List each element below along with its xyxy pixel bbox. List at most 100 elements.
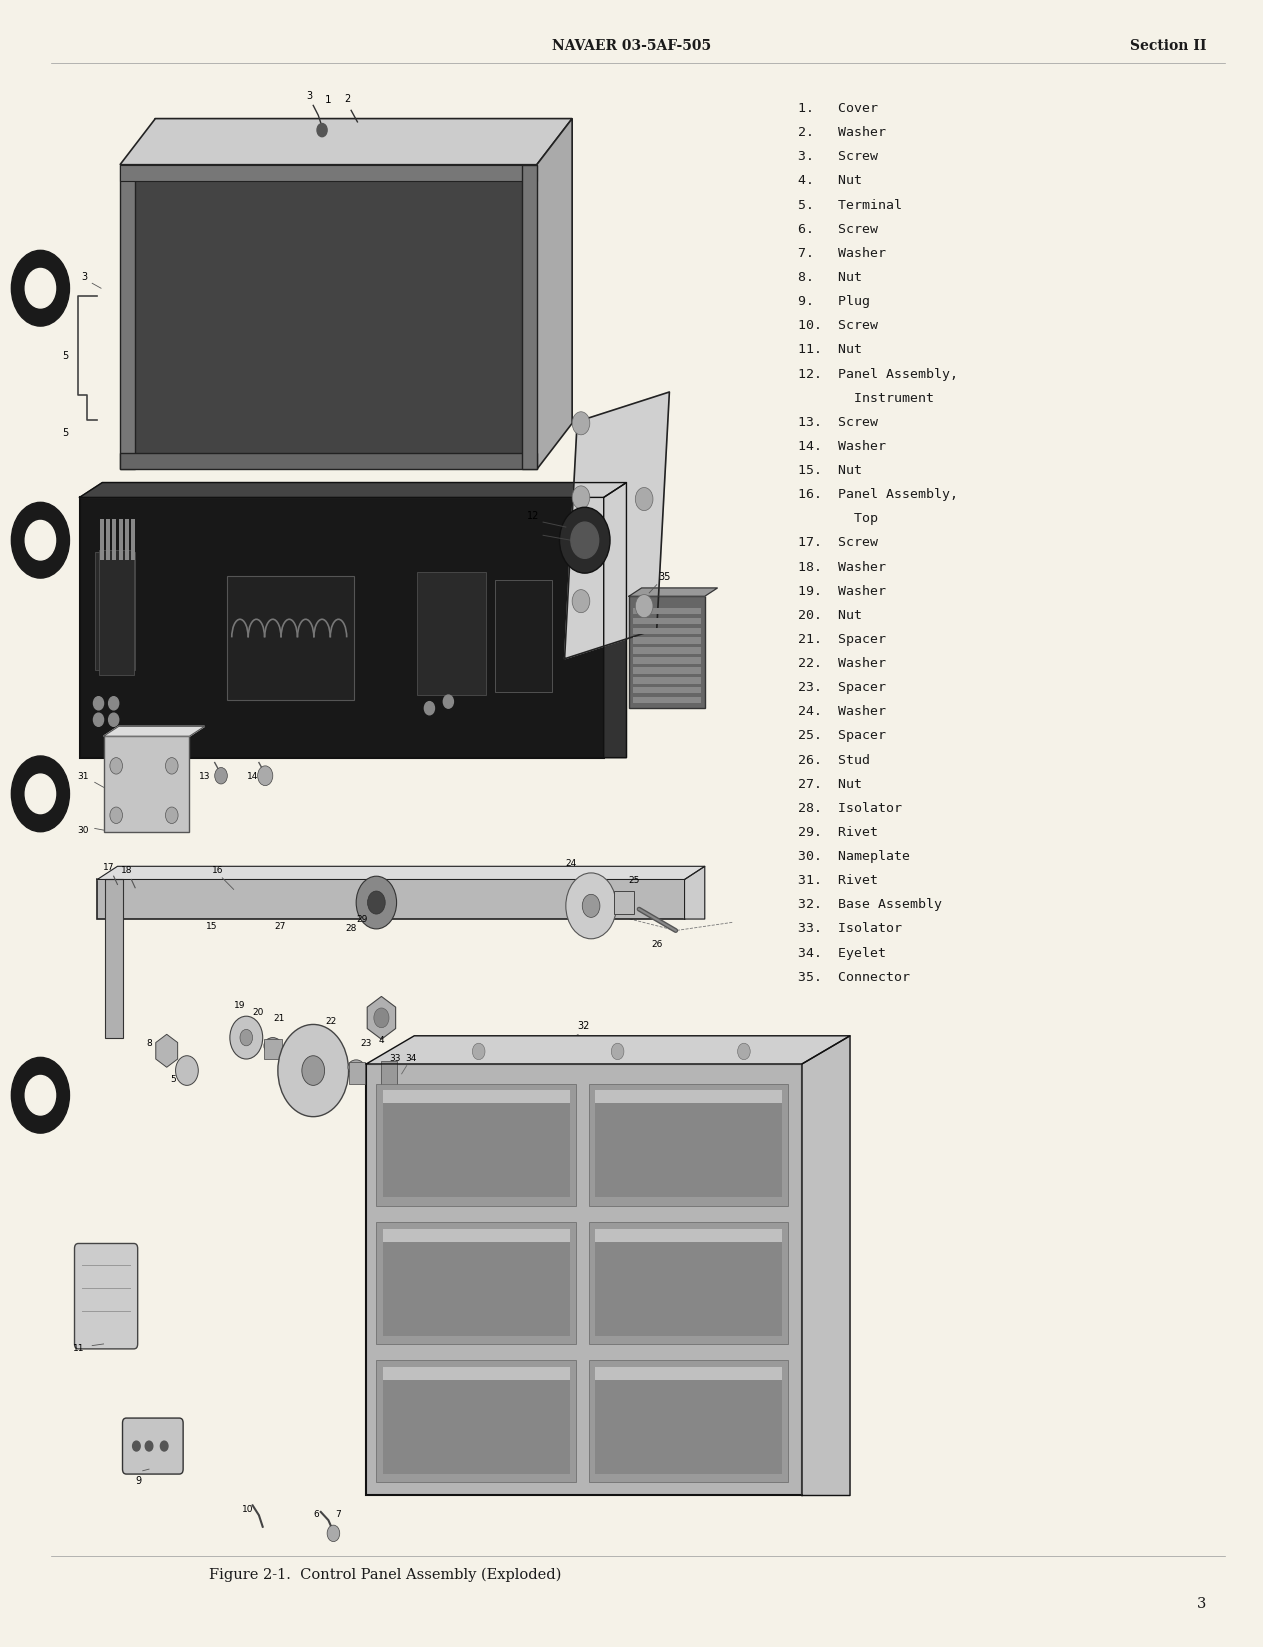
Bar (633, 647, 701, 654)
Text: 20.  Nut: 20. Nut (798, 609, 863, 623)
Text: 4: 4 (379, 1036, 384, 1044)
Circle shape (368, 891, 385, 914)
Circle shape (582, 894, 600, 917)
Bar (633, 637, 701, 644)
Bar (99, 550, 134, 675)
Text: 12.  Panel Assembly,: 12. Panel Assembly, (798, 367, 959, 380)
Text: 17: 17 (102, 863, 115, 871)
Bar (120, 165, 537, 181)
Bar (383, 1092, 570, 1197)
Bar (595, 1369, 782, 1474)
Bar (112, 519, 116, 560)
Text: 17.  Screw: 17. Screw (798, 537, 878, 550)
Circle shape (11, 250, 69, 326)
Bar (106, 519, 110, 560)
Circle shape (25, 520, 56, 560)
Text: 3: 3 (82, 272, 87, 282)
Text: 27: 27 (274, 922, 287, 931)
Circle shape (572, 412, 590, 435)
Bar (264, 1039, 282, 1059)
Circle shape (424, 702, 434, 715)
Polygon shape (366, 1036, 850, 1064)
Text: 13.  Screw: 13. Screw (798, 415, 878, 428)
Bar (100, 519, 104, 560)
Circle shape (571, 522, 599, 558)
Bar (105, 879, 123, 1038)
Text: 23: 23 (360, 1039, 373, 1047)
Text: 6.   Screw: 6. Screw (798, 222, 878, 236)
Text: 27.  Nut: 27. Nut (798, 777, 863, 791)
Bar (589, 1222, 788, 1344)
Circle shape (133, 1441, 140, 1451)
Text: 26.  Stud: 26. Stud (798, 754, 870, 766)
Bar (383, 1090, 570, 1103)
Circle shape (25, 1075, 56, 1115)
Text: 24.  Washer: 24. Washer (798, 705, 887, 718)
Circle shape (93, 697, 104, 710)
Text: 25: 25 (628, 876, 640, 884)
Text: 15: 15 (206, 922, 218, 931)
Polygon shape (97, 866, 705, 879)
Circle shape (230, 1016, 263, 1059)
Circle shape (566, 873, 616, 939)
Circle shape (560, 507, 610, 573)
Text: 11.  Nut: 11. Nut (798, 343, 863, 356)
Text: Section II: Section II (1129, 40, 1206, 53)
Circle shape (11, 756, 69, 832)
Text: 10: 10 (241, 1505, 254, 1514)
Text: 35.  Connector: 35. Connector (798, 970, 911, 983)
Text: 23.  Spacer: 23. Spacer (798, 682, 887, 693)
Bar (131, 519, 135, 560)
Circle shape (110, 807, 123, 824)
Bar (633, 618, 701, 624)
Text: 8.   Nut: 8. Nut (798, 272, 863, 283)
Text: 29: 29 (356, 916, 369, 924)
Bar (119, 519, 123, 560)
Bar (376, 1084, 576, 1206)
Bar (95, 552, 135, 670)
Bar (614, 891, 634, 914)
Circle shape (278, 1024, 349, 1117)
Bar (633, 657, 701, 664)
Text: 30: 30 (77, 827, 90, 835)
Circle shape (215, 768, 227, 784)
Circle shape (635, 595, 653, 618)
Circle shape (317, 124, 327, 137)
Text: 3: 3 (307, 91, 312, 100)
Circle shape (160, 1441, 168, 1451)
Bar (383, 1229, 570, 1242)
Text: 33.  Isolator: 33. Isolator (798, 922, 902, 935)
Text: 31.  Rivet: 31. Rivet (798, 875, 878, 888)
Text: 26: 26 (650, 940, 663, 949)
Bar (633, 687, 701, 693)
Bar (589, 1360, 788, 1482)
Bar (97, 879, 685, 919)
Bar (227, 576, 354, 700)
Circle shape (443, 695, 453, 708)
Circle shape (611, 1043, 624, 1059)
Text: 4.   Nut: 4. Nut (798, 175, 863, 188)
Circle shape (258, 766, 273, 786)
Ellipse shape (347, 1061, 364, 1075)
Circle shape (165, 807, 178, 824)
Text: 3.   Screw: 3. Screw (798, 150, 878, 163)
Text: 9.   Plug: 9. Plug (798, 295, 870, 308)
Polygon shape (629, 588, 717, 596)
Text: 10.  Screw: 10. Screw (798, 320, 878, 333)
Bar (522, 165, 537, 469)
Polygon shape (537, 119, 572, 469)
Text: 6: 6 (313, 1510, 318, 1519)
FancyBboxPatch shape (75, 1243, 138, 1349)
Polygon shape (155, 119, 572, 423)
Text: Instrument: Instrument (798, 392, 935, 405)
Bar (80, 497, 604, 758)
Circle shape (635, 488, 653, 511)
Circle shape (109, 713, 119, 726)
Circle shape (738, 1043, 750, 1059)
Bar (349, 1062, 365, 1084)
Circle shape (327, 1525, 340, 1542)
Circle shape (110, 758, 123, 774)
Polygon shape (604, 483, 626, 758)
Circle shape (11, 502, 69, 578)
Bar (120, 165, 135, 469)
